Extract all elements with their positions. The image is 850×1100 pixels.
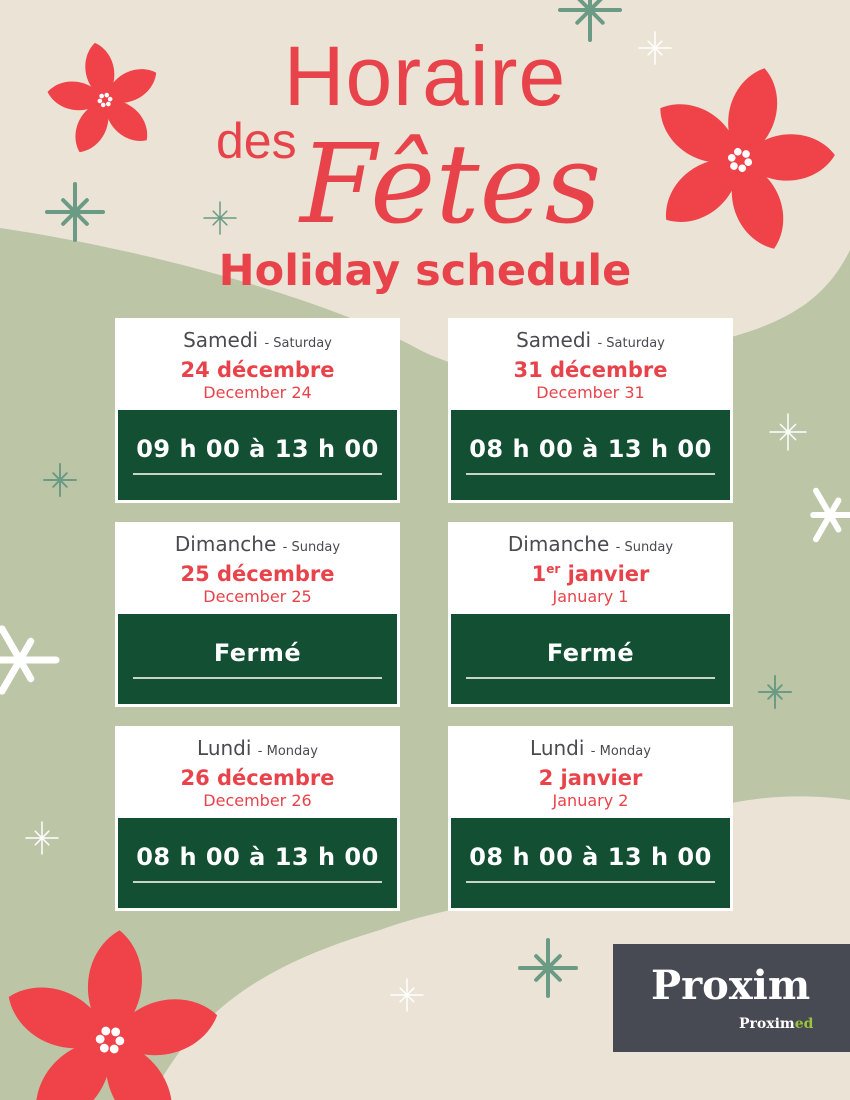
date-en: December 24 bbox=[203, 383, 312, 402]
sparkle-icon bbox=[203, 201, 237, 235]
proxim-logo: Proxim Proximed bbox=[613, 944, 850, 1052]
sparkle-icon bbox=[43, 463, 77, 497]
day-label: Lundi - Monday bbox=[197, 736, 318, 760]
date-fr: 25 décembre bbox=[180, 562, 335, 586]
date-fr: 26 décembre bbox=[180, 766, 335, 790]
day-label: Dimanche - Sunday bbox=[507, 532, 674, 556]
hours-box: Fermé bbox=[118, 614, 397, 704]
hours-text: Fermé bbox=[546, 639, 635, 667]
poinsettia-icon bbox=[660, 68, 835, 249]
hours-text: 08 h 00 à 13 h 00 bbox=[469, 435, 712, 463]
hours-box: 08 h 00 à 13 h 00 bbox=[451, 818, 730, 908]
sparkle-icon bbox=[390, 978, 424, 1012]
hours-box: 08 h 00 à 13 h 00 bbox=[451, 410, 730, 500]
hours-box: 09 h 00 à 13 h 00 bbox=[118, 410, 397, 500]
date-en: December 31 bbox=[536, 383, 645, 402]
sparkle-icon bbox=[558, 0, 622, 42]
date-fr: 2 janvier bbox=[538, 766, 643, 790]
title-fetes: Fêtes bbox=[300, 120, 602, 248]
poinsettia-icon bbox=[47, 42, 157, 153]
day-label: Samedi - Saturday bbox=[516, 328, 665, 352]
divider bbox=[466, 677, 715, 679]
sparkle-icon bbox=[25, 821, 59, 855]
subtitle-holiday-schedule: Holiday schedule bbox=[218, 246, 632, 296]
schedule-card: Lundi - Monday 2 janvier January 2 08 h … bbox=[448, 726, 733, 911]
divider bbox=[466, 881, 715, 883]
hours-text: 09 h 00 à 13 h 00 bbox=[136, 435, 379, 463]
hours-text: Fermé bbox=[213, 639, 302, 667]
day-label: Lundi - Monday bbox=[530, 736, 651, 760]
day-label: Dimanche - Sunday bbox=[174, 532, 341, 556]
date-en: January 1 bbox=[552, 587, 629, 606]
schedule-card: Dimanche - Sunday 1er janvier January 1 … bbox=[448, 522, 733, 707]
hours-text: 08 h 00 à 13 h 00 bbox=[469, 843, 712, 871]
schedule-card: Samedi - Saturday 31 décembre December 3… bbox=[448, 318, 733, 503]
date-fr: 24 décembre bbox=[180, 358, 335, 382]
divider bbox=[133, 881, 382, 883]
sparkle-icon bbox=[769, 413, 807, 451]
schedule-card: Samedi - Saturday 24 décembre December 2… bbox=[115, 318, 400, 503]
date-fr: 1er janvier bbox=[531, 562, 650, 586]
date-en: December 26 bbox=[203, 791, 312, 810]
sparkle-icon bbox=[518, 938, 578, 998]
divider bbox=[133, 473, 382, 475]
schedule-card: Lundi - Monday 26 décembre December 26 0… bbox=[115, 726, 400, 911]
poinsettia-icon bbox=[8, 930, 218, 1100]
divider bbox=[466, 473, 715, 475]
logo-proximed: Proximed bbox=[739, 1016, 814, 1032]
date-fr: 31 décembre bbox=[513, 358, 668, 382]
sparkle-icon bbox=[0, 625, 60, 695]
title-des: des bbox=[216, 113, 297, 169]
sparkle-icon bbox=[45, 182, 105, 242]
date-en: December 25 bbox=[203, 587, 312, 606]
hours-text: 08 h 00 à 13 h 00 bbox=[136, 843, 379, 871]
sparkle-icon bbox=[758, 675, 792, 709]
logo-brand: Proxim bbox=[651, 962, 811, 1009]
title-horaire: Horaire bbox=[283, 29, 567, 123]
sparkle-icon bbox=[810, 487, 850, 543]
day-label: Samedi - Saturday bbox=[183, 328, 332, 352]
divider bbox=[133, 677, 382, 679]
schedule-card: Dimanche - Sunday 25 décembre December 2… bbox=[115, 522, 400, 707]
sparkle-icon bbox=[638, 31, 672, 65]
date-en: January 2 bbox=[552, 791, 629, 810]
hours-box: 08 h 00 à 13 h 00 bbox=[118, 818, 397, 908]
hours-box: Fermé bbox=[451, 614, 730, 704]
